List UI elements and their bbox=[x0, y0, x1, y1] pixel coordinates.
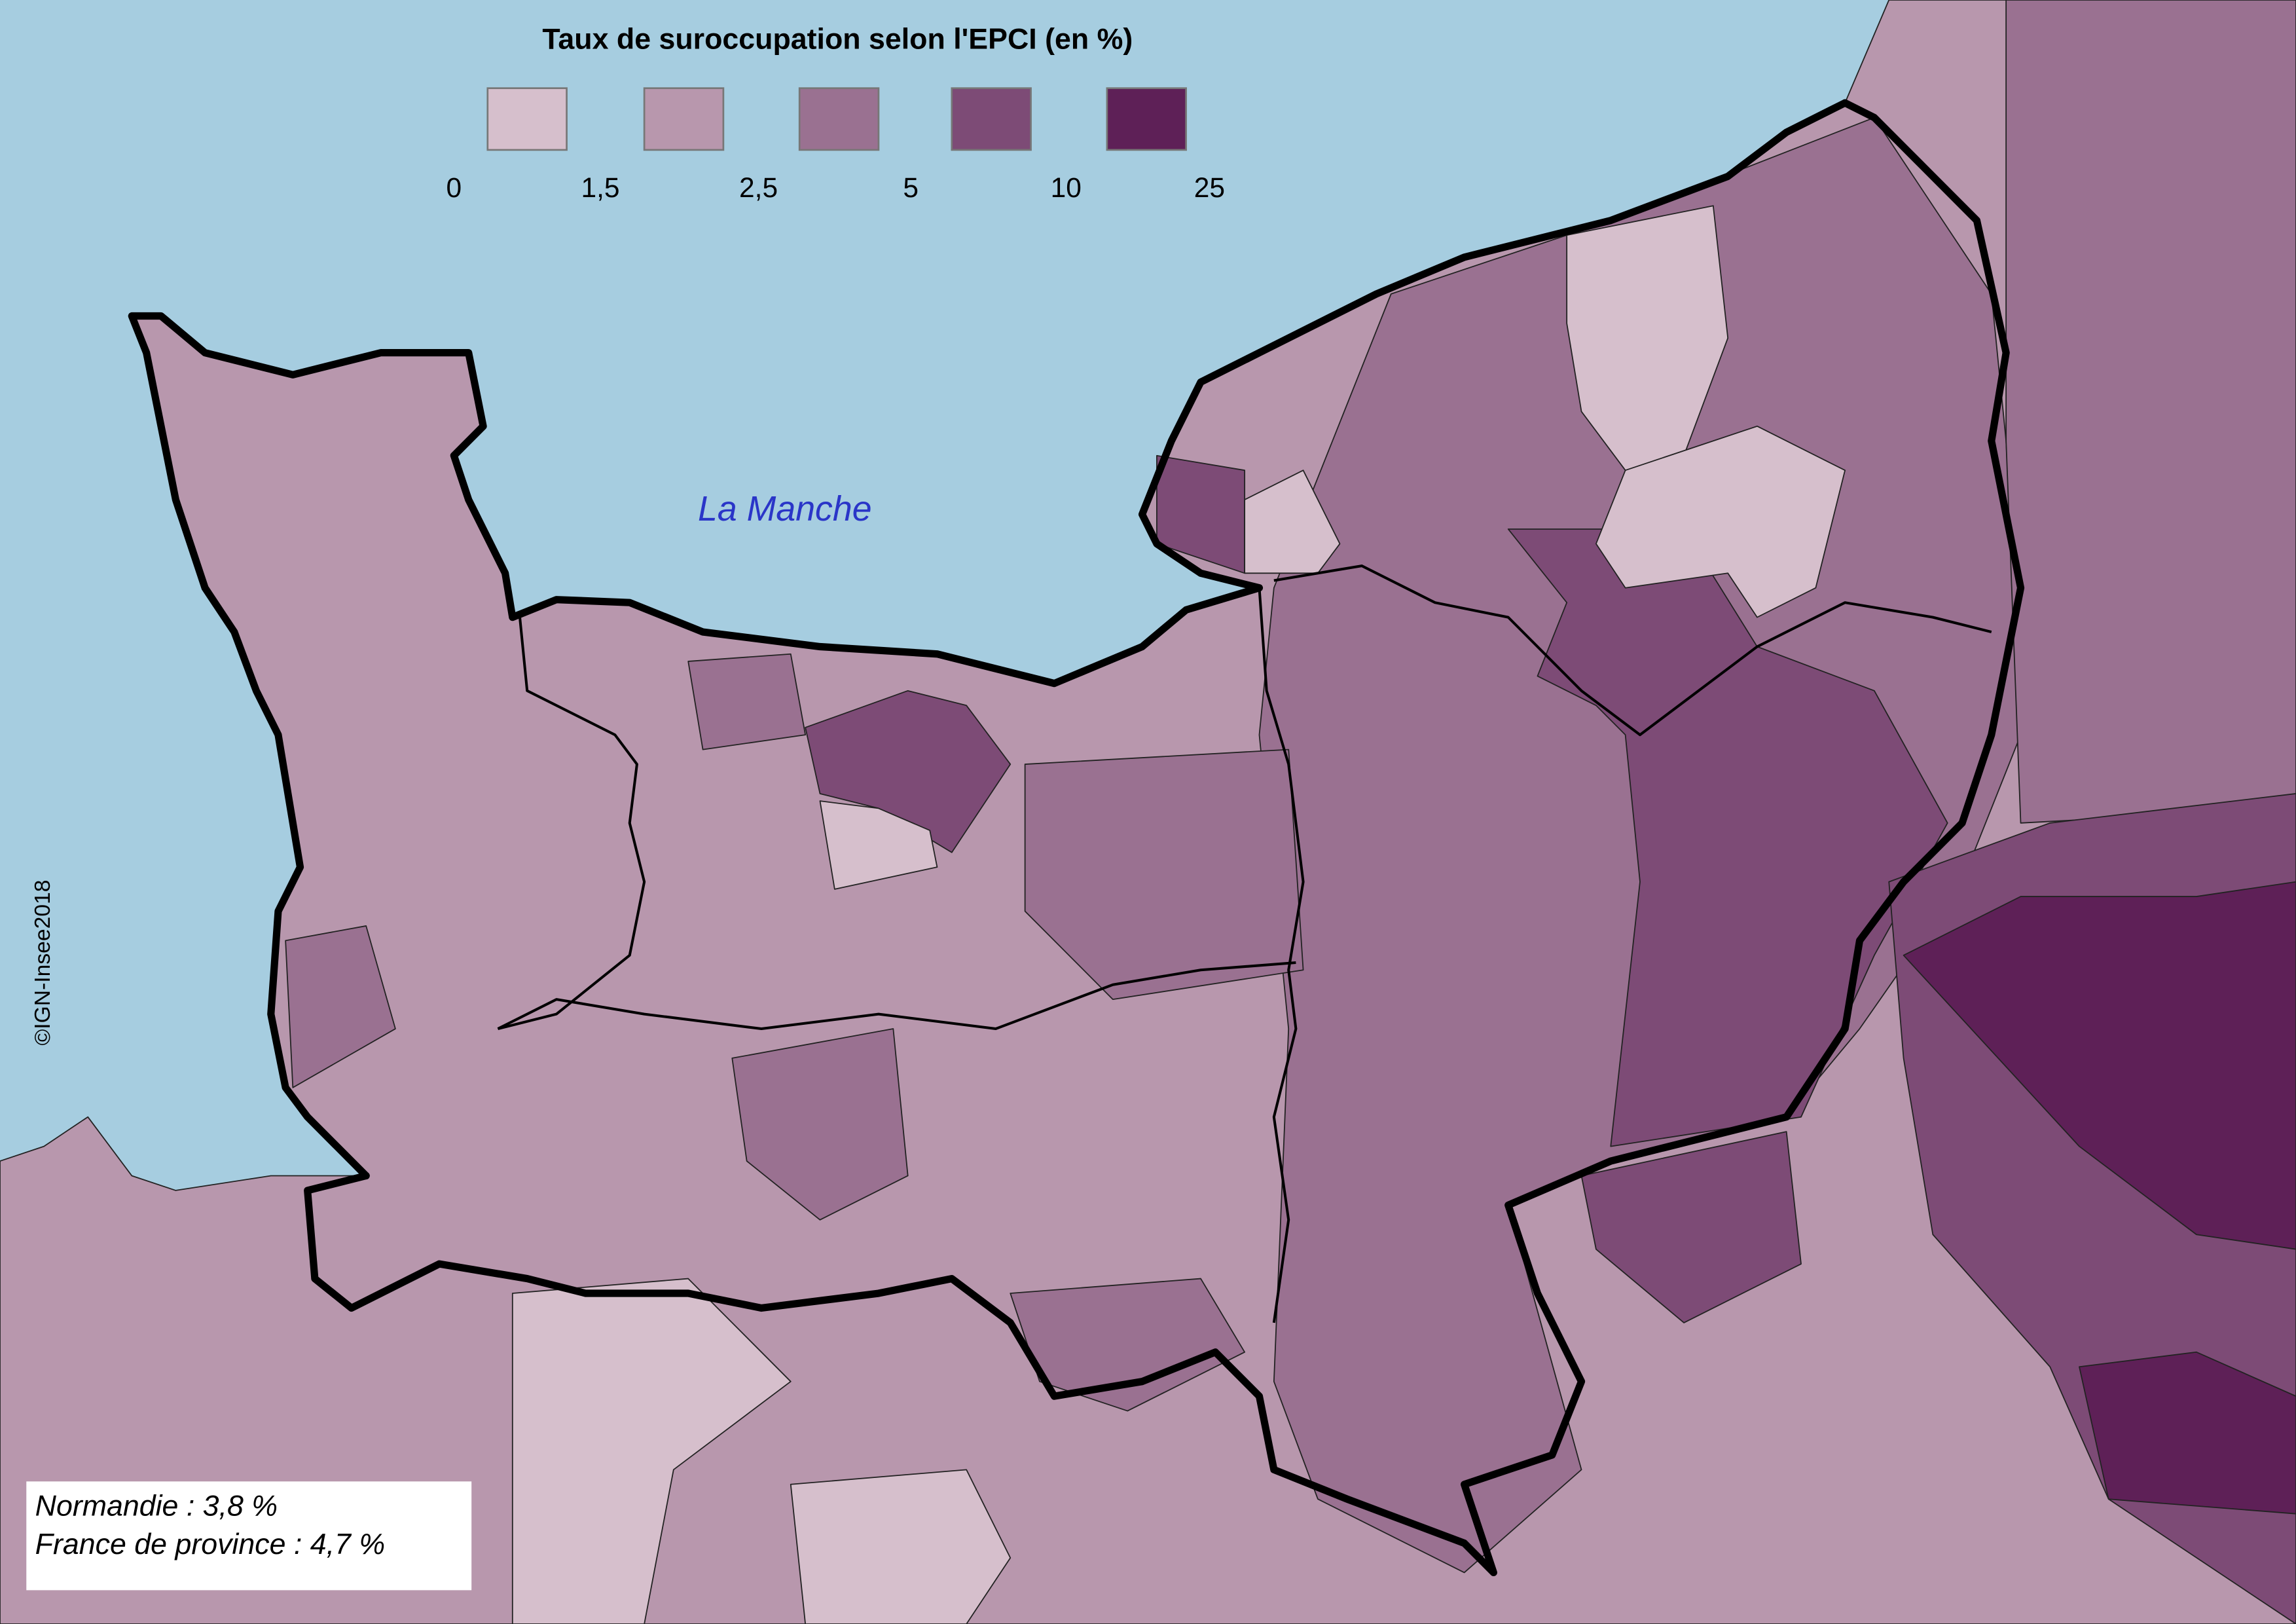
credit: ©IGN-Insee2018 bbox=[31, 880, 55, 1046]
legend-swatch bbox=[486, 87, 568, 151]
epci-area bbox=[1595, 425, 1846, 618]
department-boundary bbox=[497, 617, 646, 1031]
legend-title: Taux de suroccupation selon l'EPCI (en %… bbox=[542, 23, 1133, 56]
legend-break-label: 5 bbox=[903, 172, 919, 204]
department-boundary bbox=[1273, 564, 1992, 737]
epci-area bbox=[2005, 0, 2296, 824]
legend-break-label: 10 bbox=[1051, 172, 1082, 204]
note: France de province : 4,7 % bbox=[35, 1528, 385, 1560]
note: Normandie : 3,8 % bbox=[35, 1489, 278, 1522]
epci-area bbox=[731, 1028, 909, 1221]
legend-swatch bbox=[798, 87, 880, 151]
legend-break-label: 0 bbox=[446, 172, 462, 204]
epci-area bbox=[1903, 881, 2296, 1250]
epci-area bbox=[1244, 470, 1341, 574]
epci-area bbox=[819, 800, 938, 890]
legend-break-label: 25 bbox=[1194, 172, 1225, 204]
legend-swatch bbox=[1106, 87, 1187, 151]
epci-area bbox=[511, 1278, 792, 1624]
coastline bbox=[128, 99, 1849, 1180]
epci-area bbox=[1580, 1131, 1802, 1323]
epci-area bbox=[1024, 748, 1304, 1001]
epci-area bbox=[2079, 1351, 2296, 1515]
department-boundary bbox=[497, 961, 1296, 1031]
department-boundary bbox=[1258, 587, 1305, 1323]
sea-label: La Manche bbox=[698, 489, 872, 528]
epci-area bbox=[285, 925, 396, 1088]
legend: Taux de suroccupation selon l'EPCI (en %… bbox=[446, 23, 1226, 204]
epci-area bbox=[805, 690, 1011, 853]
legend-break-label: 2,5 bbox=[739, 172, 778, 204]
epci-area bbox=[790, 1469, 1011, 1624]
legend-break-label: 1,5 bbox=[581, 172, 619, 204]
normandy-border bbox=[304, 99, 2025, 1577]
epci-area bbox=[687, 653, 807, 750]
notes-box bbox=[26, 1481, 472, 1591]
legend-swatch bbox=[951, 87, 1032, 151]
legend-swatch bbox=[643, 87, 725, 151]
